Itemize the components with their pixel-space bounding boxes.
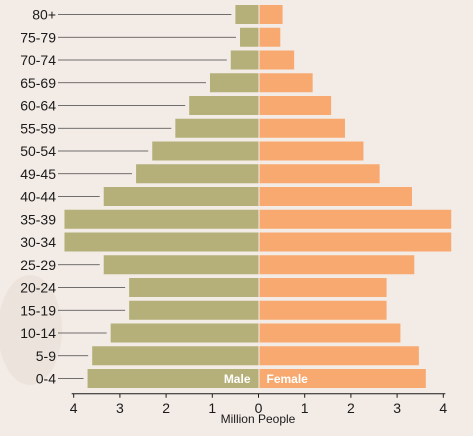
bar-male-10-14 xyxy=(110,323,259,343)
bar-female-40-44 xyxy=(259,187,412,206)
bar-male-25-29 xyxy=(103,255,259,275)
bar-male-50-54 xyxy=(152,141,259,161)
age-label-25-29: 25-29 xyxy=(20,257,56,273)
bar-female-0-4 xyxy=(259,369,426,388)
bar-male-49-45 xyxy=(136,164,259,184)
bar-male-20-24 xyxy=(129,278,259,297)
bar-female-50-54 xyxy=(259,141,364,161)
bar-male-35-39 xyxy=(64,209,259,229)
age-label-50-54: 50-54 xyxy=(20,143,56,159)
bar-male-30-34 xyxy=(64,232,259,252)
age-label-15-19: 15-19 xyxy=(20,302,56,318)
legend-label-female: Female xyxy=(267,372,309,386)
bar-female-15-19 xyxy=(259,300,387,320)
x-axis-title: Million People xyxy=(221,412,296,426)
bar-female-30-34 xyxy=(259,232,452,252)
age-label-80+: 80+ xyxy=(32,7,56,23)
age-label-75-79: 75-79 xyxy=(20,29,56,45)
bar-male-55-59 xyxy=(175,118,259,138)
age-label-0-4: 0-4 xyxy=(36,371,56,387)
bar-male-65-69 xyxy=(209,73,259,93)
bar-female-75-79 xyxy=(259,27,281,47)
bar-male-70-74 xyxy=(230,50,259,70)
bar-male-15-19 xyxy=(129,300,259,320)
age-label-35-39: 35-39 xyxy=(20,211,56,227)
bar-male-0-4 xyxy=(87,369,259,388)
bar-male-80+ xyxy=(235,5,259,24)
bar-male-75-79 xyxy=(240,27,259,47)
x-tick-label: 1 xyxy=(208,400,216,416)
age-label-60-64: 60-64 xyxy=(20,98,56,114)
x-tick-label: 2 xyxy=(347,400,355,416)
age-label-40-44: 40-44 xyxy=(20,189,56,205)
bar-male-5-9 xyxy=(92,346,259,366)
bar-female-5-9 xyxy=(259,346,419,366)
age-label-55-59: 55-59 xyxy=(20,120,56,136)
x-tick-label: 2 xyxy=(162,400,170,416)
x-tick-label: 3 xyxy=(116,400,124,416)
x-tick-label: 1 xyxy=(301,400,309,416)
bar-female-25-29 xyxy=(259,255,415,275)
age-label-10-14: 10-14 xyxy=(20,325,56,341)
x-tick-label: 3 xyxy=(393,400,401,416)
bar-female-49-45 xyxy=(259,164,380,184)
bar-female-70-74 xyxy=(259,50,295,70)
x-tick-label: 4 xyxy=(439,400,447,416)
bar-female-60-64 xyxy=(259,96,332,115)
bar-female-10-14 xyxy=(259,323,401,343)
age-label-65-69: 65-69 xyxy=(20,75,56,91)
bar-female-35-39 xyxy=(259,209,452,229)
legend-label-male: Male xyxy=(224,372,251,386)
x-tick-label: 4 xyxy=(70,400,78,416)
background-decor xyxy=(0,275,62,385)
age-label-20-24: 20-24 xyxy=(20,280,56,296)
bar-male-40-44 xyxy=(103,187,259,206)
age-label-49-45: 49-45 xyxy=(20,166,56,182)
age-label-30-34: 30-34 xyxy=(20,234,56,250)
bar-male-60-64 xyxy=(189,96,259,115)
age-label-70-74: 70-74 xyxy=(20,52,56,68)
bar-female-55-59 xyxy=(259,118,345,138)
bar-female-20-24 xyxy=(259,278,387,297)
age-label-5-9: 5-9 xyxy=(36,348,56,364)
bar-female-80+ xyxy=(259,5,283,24)
bar-female-65-69 xyxy=(259,73,313,93)
x-tick-label: 0 xyxy=(255,400,263,416)
